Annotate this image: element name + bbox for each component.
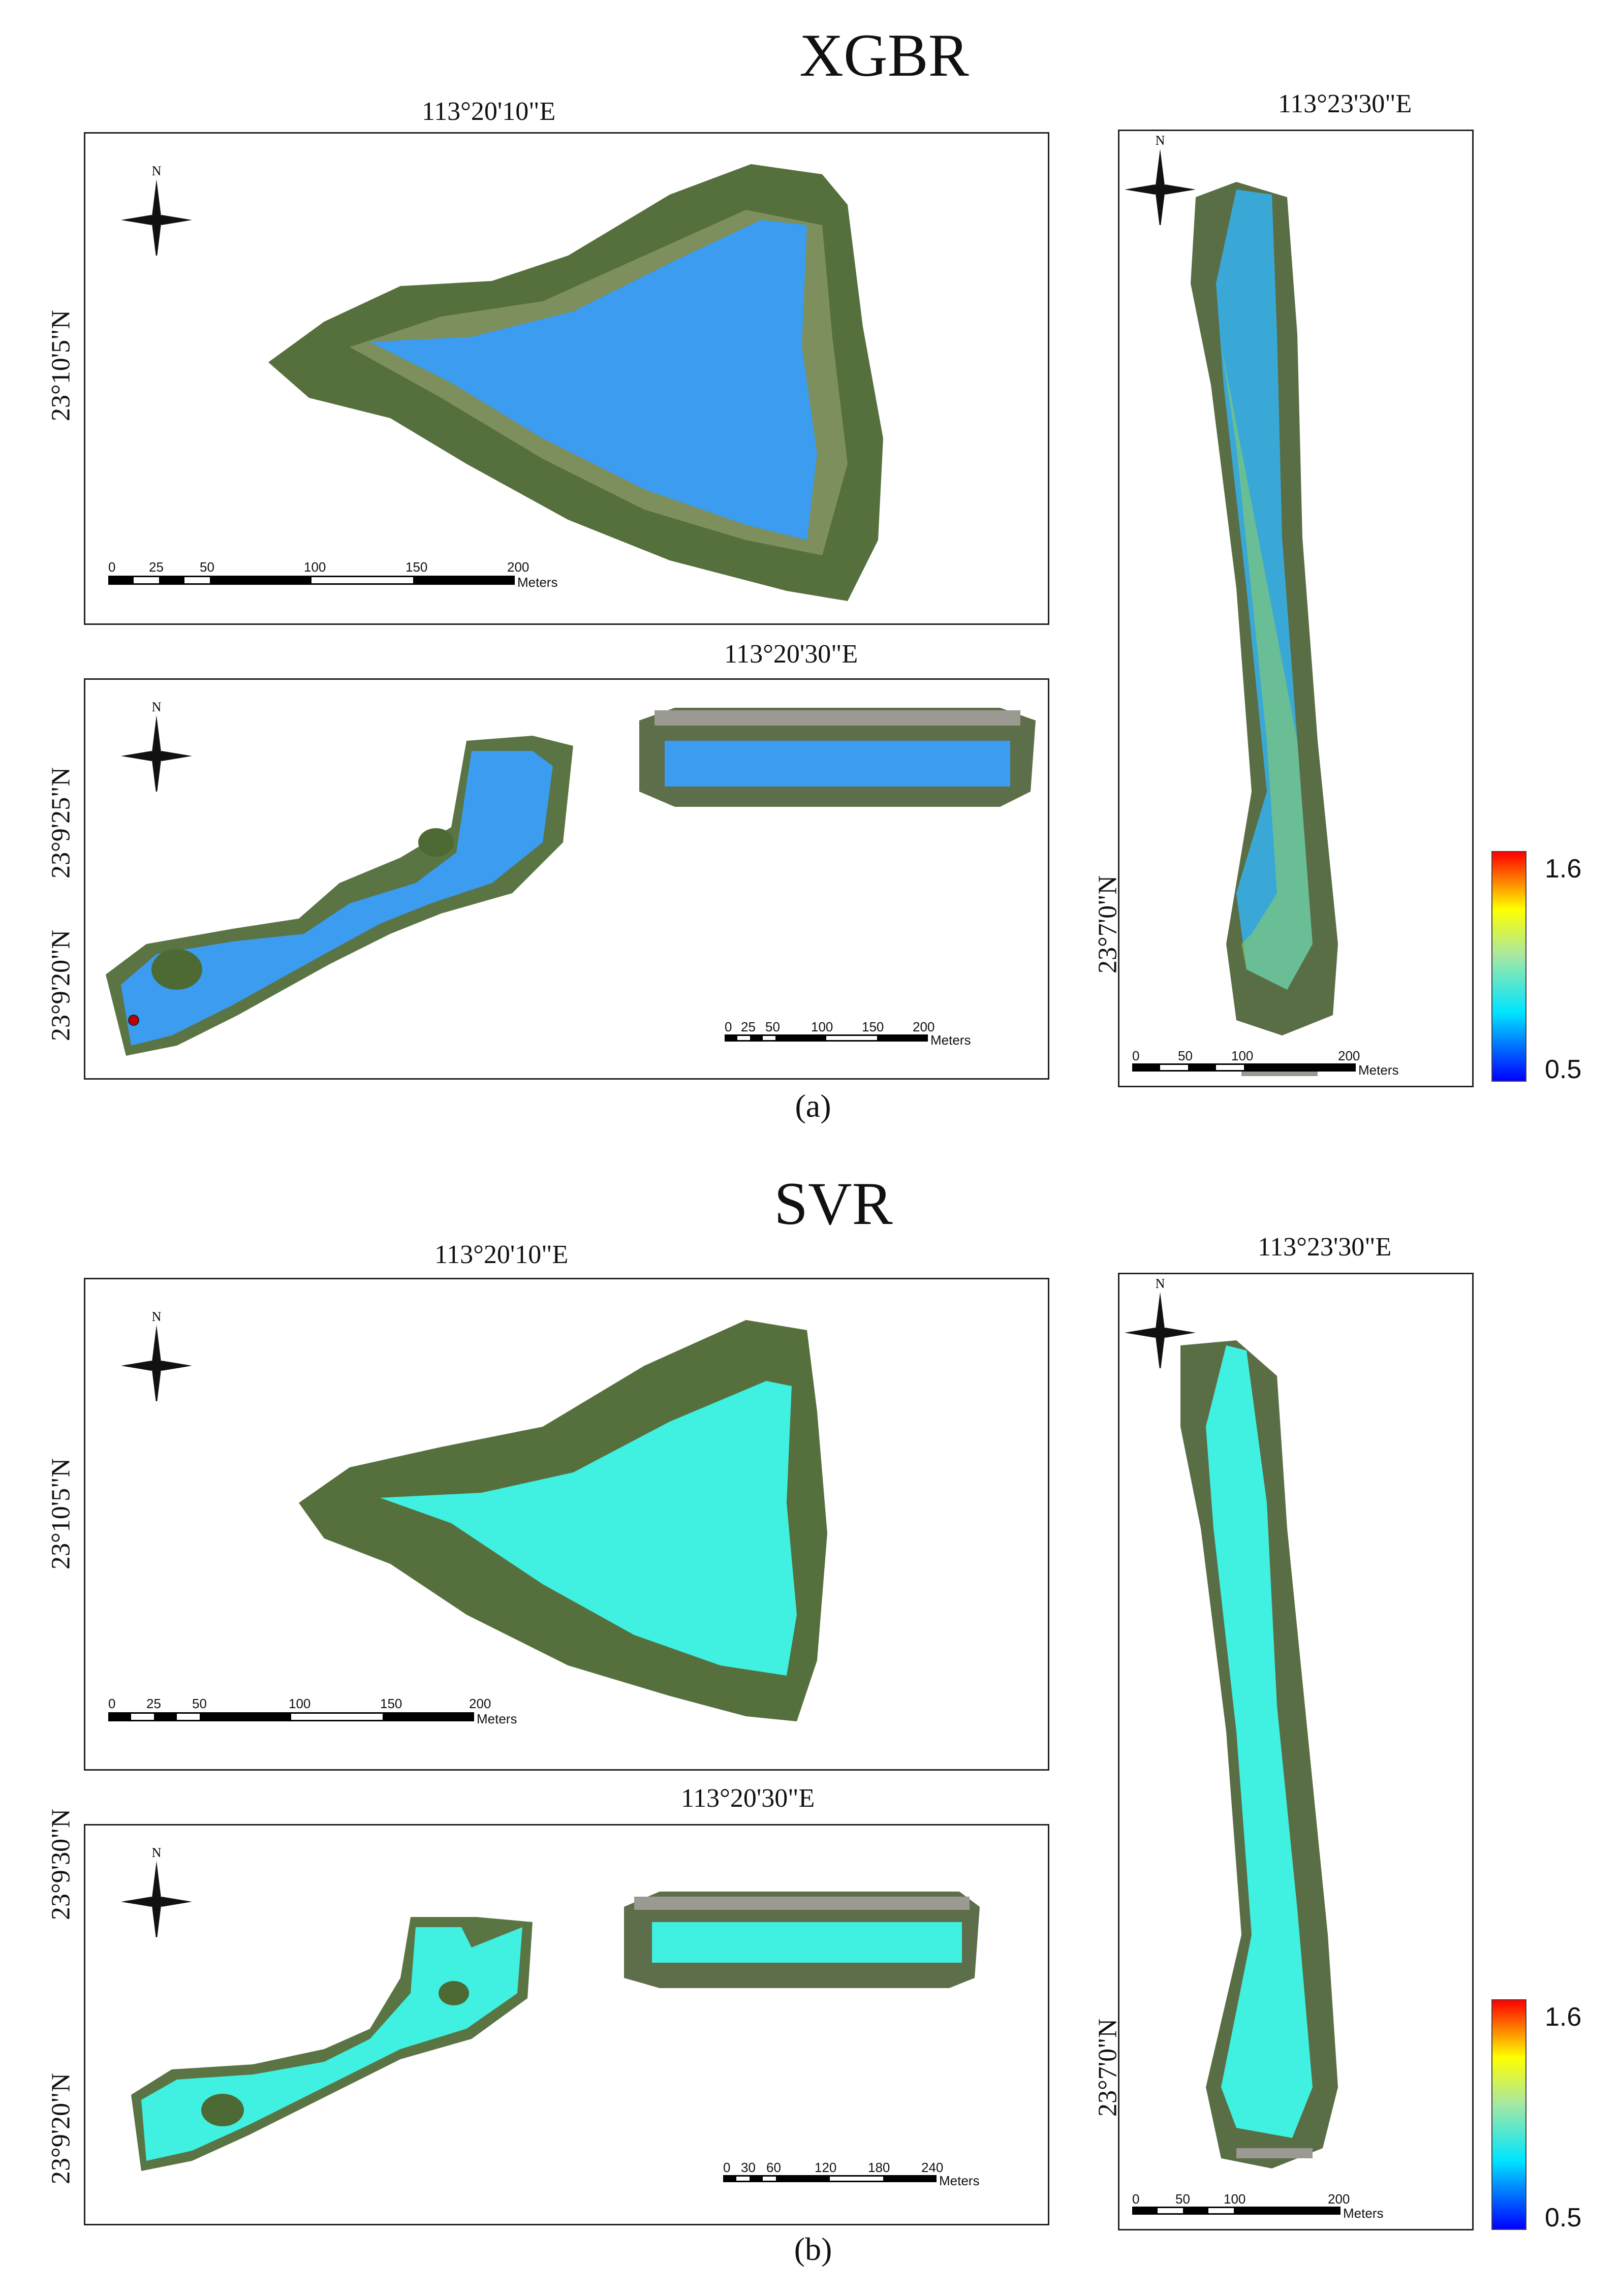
panel-b-top-map-frame: N 0 25 50 100 150 200 Meters — [84, 1278, 1049, 1771]
north-arrow-icon: N — [1125, 1277, 1196, 1368]
panel-b-legend-max: 1.6 — [1545, 2002, 1582, 2032]
panel-b-bottom-map — [131, 1892, 980, 2171]
panel-b-right-map-frame: N 0 50 100 200 Meters — [1118, 1273, 1474, 2230]
panel-a-top-map-frame: N 0 25 50 100 150 200 Meters — [84, 132, 1049, 625]
island — [418, 828, 454, 857]
panel-a-right-lon-label: 113°23'30"E — [1278, 89, 1412, 118]
panel-b-bottom-lat-label-1: 23°9'30"N — [46, 1809, 76, 1920]
canal-road — [655, 710, 1020, 726]
river-road — [1236, 2148, 1313, 2158]
island — [439, 1981, 469, 2005]
water-surface — [1206, 1345, 1313, 2138]
svg-text:N: N — [152, 700, 162, 714]
panel-b-colorbar — [1491, 1999, 1526, 2230]
panel-b-bottom-map-frame: N 0 30 60 120 180 240 Meters — [84, 1824, 1049, 2225]
panel-b-top-lat-label: 23°10'5"N — [46, 1458, 76, 1569]
panel-a-title: XGBR — [799, 21, 969, 89]
panel-a-bottom-lat-label-1: 23°9'25"N — [46, 767, 76, 878]
panel-a-top-lon-label: 113°20'10"E — [422, 97, 556, 126]
panel-b-bottom-lat-label-2: 23°9'20"N — [46, 2073, 76, 2184]
svg-text:N: N — [1156, 134, 1165, 148]
sample-point-marker — [128, 1015, 139, 1026]
north-arrow-icon: N — [1125, 134, 1196, 225]
north-arrow-icon: N — [121, 164, 192, 256]
panel-a-colorbar — [1491, 851, 1526, 1082]
water-surface — [370, 220, 817, 540]
svg-text:N: N — [152, 1846, 162, 1860]
panel-a-bottom-lon-label: 113°20'30"E — [724, 640, 858, 669]
panel-a-right-map-frame: N 0 50 100 200 Meters — [1118, 130, 1474, 1087]
panel-b-bottom-lon-label: 113°20'30"E — [681, 1784, 815, 1813]
panel-a-top-lat-label: 23°10'5"N — [46, 310, 76, 421]
island — [151, 949, 202, 990]
water-surface — [141, 1927, 522, 2161]
panel-b-legend-min: 0.5 — [1545, 2203, 1582, 2232]
panel-a-bottom-lat-label-2: 23°9'20"N — [46, 930, 76, 1041]
canal-road — [634, 1897, 970, 1910]
panel-a-caption: (a) — [795, 1088, 831, 1124]
panel-a-top-map — [268, 164, 883, 601]
panel-a-bottom-map-frame: N 0 25 50 100 150 200 Meters — [84, 678, 1049, 1080]
svg-text:N: N — [1156, 1277, 1165, 1291]
panel-b-top-map — [299, 1320, 827, 1721]
island — [201, 2094, 244, 2126]
scalebar-graphic — [108, 576, 515, 585]
panel-a-right-map — [1191, 182, 1338, 1076]
north-arrow-label: N — [152, 164, 162, 178]
north-arrow-icon: N — [121, 700, 192, 792]
panel-a-legend-min: 0.5 — [1545, 1055, 1582, 1084]
water-surface — [652, 1922, 962, 1963]
panel-a-legend-max: 1.6 — [1545, 854, 1582, 884]
water-surface — [665, 741, 1010, 787]
panel-b-title: SVR — [774, 1170, 893, 1237]
panel-a-bottom-map — [106, 708, 1036, 1056]
panel-b-caption: (b) — [794, 2231, 832, 2267]
svg-text:N: N — [152, 1310, 162, 1324]
north-arrow-icon: N — [121, 1310, 192, 1401]
north-arrow-icon: N — [121, 1846, 192, 1937]
water-surface — [380, 1381, 797, 1676]
water-surface-green-zone — [1221, 344, 1313, 990]
water-surface — [121, 751, 553, 1046]
panel-b-top-lon-label: 113°20'10"E — [434, 1240, 569, 1269]
panel-b-right-map — [1180, 1340, 1338, 2168]
panel-b-right-lon-label: 113°23'30"E — [1258, 1233, 1392, 1262]
